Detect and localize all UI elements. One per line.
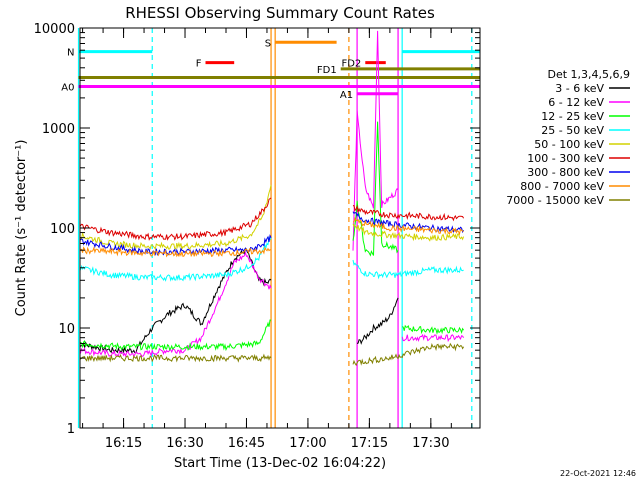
- x-tick-label-2: 16:45: [228, 436, 265, 451]
- x-tick-label-0: 16:15: [105, 436, 142, 451]
- y-tick-label-4: 10000: [34, 22, 75, 37]
- flag-label-3: S: [265, 38, 271, 49]
- series-line-2-2: [402, 324, 465, 335]
- flag-bars: N F S FD1 FD2 A0 A1: [61, 38, 480, 101]
- y-tick-label-2: 100: [50, 222, 75, 237]
- series-line-5-1: [352, 204, 465, 222]
- legend-label-5: 100 - 300 keV: [527, 152, 604, 165]
- legend-title: Det 1,3,4,5,6,9: [547, 68, 630, 81]
- series-line-7-0: [80, 246, 272, 258]
- series-line-2-0: [80, 319, 272, 352]
- legend-label-8: 7000 - 15000 keV: [506, 194, 604, 207]
- series-line-2-1: [352, 121, 399, 257]
- legend-label-0: 3 - 6 keV: [555, 82, 604, 95]
- series-line-1-1: [352, 30, 399, 251]
- series-line-8-1: [352, 342, 465, 367]
- footer-timestamp: 22-Oct-2021 12:46: [560, 469, 636, 478]
- series-line-6-1: [352, 211, 465, 234]
- series-line-1-2: [401, 333, 465, 343]
- flag-label-4: FD1: [317, 65, 337, 76]
- legend-label-3: 25 - 50 keV: [541, 124, 604, 137]
- legend-label-7: 800 - 7000 keV: [520, 180, 604, 193]
- series-line-0-0: [80, 247, 272, 355]
- flag-label-8: A1: [340, 90, 353, 101]
- series-line-4-1: [352, 223, 465, 242]
- series-line-5-0: [80, 197, 272, 241]
- series-line-0-1: [356, 297, 399, 345]
- axes: 1 10 100 1000 10000 16:15 16:30 16:45 17:00 17:15…: [34, 22, 481, 451]
- series-line-1-0: [80, 250, 272, 358]
- flag-label-6: FD2: [341, 59, 361, 70]
- x-axis-label: Start Time (13-Dec-02 16:04:22): [174, 456, 386, 471]
- y-tick-label-3: 1000: [42, 122, 75, 137]
- legend-label-2: 12 - 25 keV: [541, 110, 604, 123]
- series-line-7-1: [352, 216, 464, 236]
- x-tick-label-4: 17:15: [351, 436, 388, 451]
- x-tick-label-5: 17:30: [412, 436, 449, 451]
- chart-title: RHESSI Observing Summary Count Rates: [125, 4, 435, 22]
- flag-label-7: A0: [61, 83, 74, 94]
- y-tick-label-1: 10: [58, 322, 75, 337]
- series-lines: [80, 30, 465, 367]
- flag-label-0: N: [67, 48, 74, 59]
- y-axis-label: Count Rate (s⁻¹ detector⁻¹): [14, 140, 29, 317]
- legend-label-6: 300 - 800 keV: [527, 166, 604, 179]
- x-tick-label-1: 16:30: [166, 436, 203, 451]
- x-tick-label-3: 17:00: [289, 436, 326, 451]
- flag-label-2: F: [196, 59, 202, 70]
- series-line-3-0: [80, 236, 272, 282]
- y-tick-label-0: 1: [67, 422, 75, 437]
- series-line-6-0: [80, 234, 272, 256]
- series-line-4-0: [80, 184, 272, 251]
- legend-label-4: 50 - 100 keV: [534, 138, 604, 151]
- series-line-3-1: [352, 259, 464, 280]
- legend-label-1: 6 - 12 keV: [548, 96, 604, 109]
- series-line-8-0: [80, 353, 272, 363]
